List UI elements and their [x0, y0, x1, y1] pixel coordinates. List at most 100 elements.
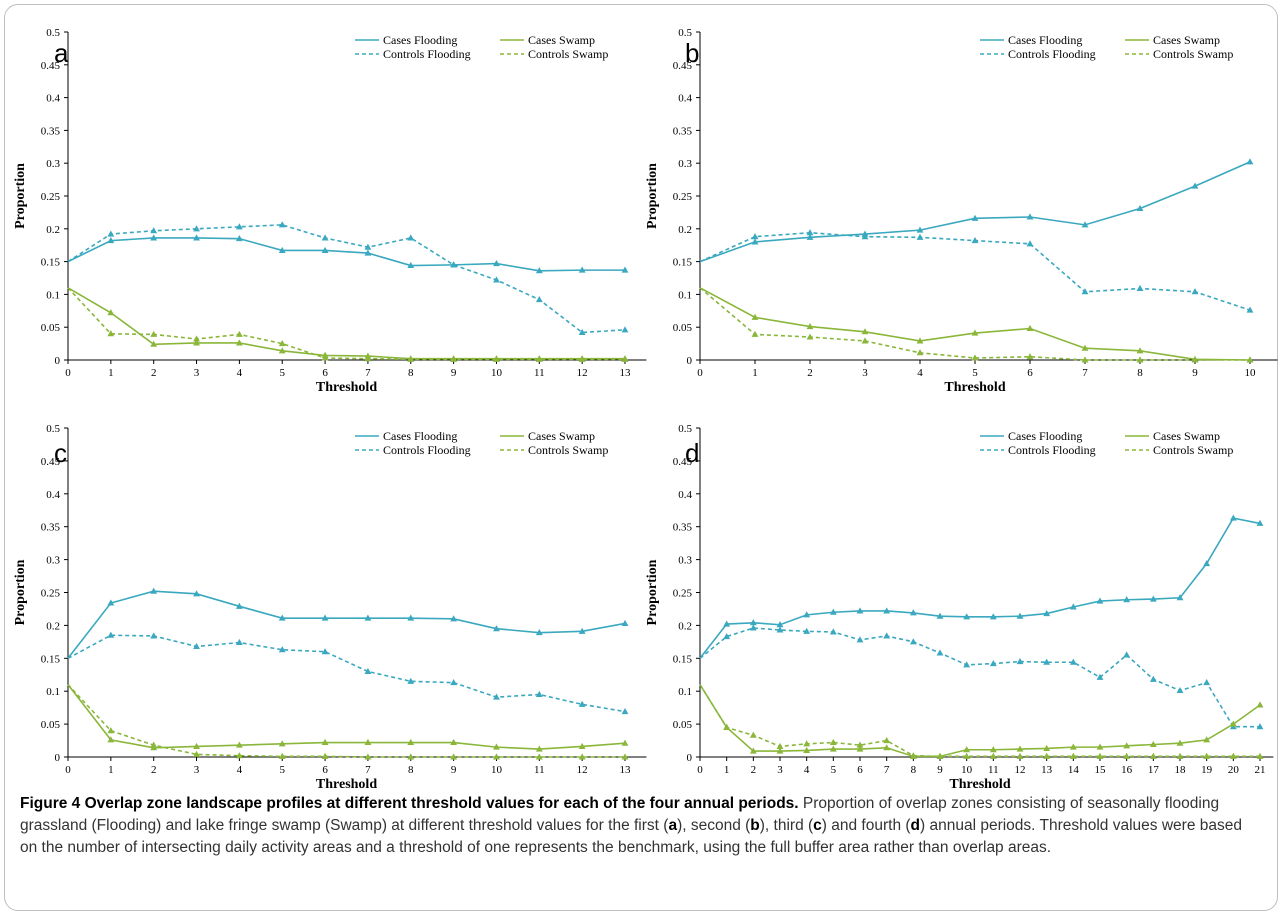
data-point	[1016, 745, 1024, 752]
legend-label: Controls Flooding	[1008, 47, 1096, 61]
data-point	[806, 233, 814, 240]
legend-label: Controls Swamp	[1153, 47, 1233, 61]
series-line	[67, 237, 625, 272]
data-point	[150, 587, 158, 594]
data-point	[883, 632, 891, 639]
y-tick-label: 0.2	[46, 620, 60, 632]
y-axis-title: Proportion	[645, 163, 660, 229]
y-axis-title: Proportion	[13, 163, 28, 229]
y-tick-label: 0.35	[673, 522, 693, 534]
data-point	[856, 636, 864, 643]
data-point	[806, 229, 814, 236]
series-line	[699, 287, 1250, 361]
panel-letter-b: b	[685, 38, 699, 68]
y-tick-label: 0.25	[673, 191, 693, 203]
data-point	[1081, 288, 1089, 295]
data-point	[107, 631, 115, 638]
data-point	[883, 736, 891, 744]
x-tick-label: 2	[151, 764, 157, 776]
y-axis-title: Proportion	[13, 559, 28, 625]
data-point	[450, 753, 458, 760]
data-point	[535, 267, 543, 274]
data-point	[535, 745, 543, 752]
data-point	[1136, 356, 1144, 363]
data-point	[535, 296, 543, 303]
y-tick-label: 0.45	[673, 456, 693, 468]
data-point	[1096, 673, 1104, 680]
data-point	[936, 752, 944, 759]
data-point	[963, 661, 971, 668]
data-point	[1123, 596, 1131, 603]
data-point	[235, 223, 243, 230]
data-point	[278, 646, 286, 653]
data-point	[803, 611, 811, 618]
data-point	[751, 330, 759, 337]
y-tick-label: 0.45	[673, 60, 693, 72]
y-tick-label: 0.45	[41, 60, 61, 72]
data-point	[1081, 344, 1089, 351]
data-point	[364, 355, 372, 362]
x-tick-label: 12	[577, 367, 588, 379]
series-line	[699, 684, 1261, 758]
y-tick-label: 0	[55, 752, 61, 764]
data-point	[107, 309, 115, 316]
y-tick-label: 0.2	[46, 224, 60, 236]
series-line	[67, 287, 625, 360]
data-point	[407, 614, 415, 621]
data-point	[1016, 657, 1024, 665]
data-point	[1191, 182, 1199, 189]
data-point	[751, 238, 759, 245]
data-point	[621, 753, 629, 760]
data-point	[407, 753, 415, 760]
data-point	[1176, 686, 1184, 694]
y-tick-label: 0.5	[678, 27, 692, 39]
y-tick-label: 0.4	[46, 93, 60, 105]
x-tick-label: 2	[807, 367, 813, 379]
legend-label: Controls Swamp	[528, 47, 608, 61]
data-point	[1043, 609, 1051, 617]
x-tick-label: 4	[804, 764, 810, 776]
series-line	[699, 517, 1261, 659]
data-point	[971, 354, 979, 361]
x-tick-label: 16	[1121, 764, 1133, 776]
data-point	[916, 349, 924, 356]
data-point	[936, 649, 944, 656]
data-point	[1191, 356, 1199, 363]
x-tick-label: 6	[322, 764, 328, 776]
data-point	[193, 750, 200, 757]
data-point	[971, 329, 979, 336]
x-tick-label: 11	[534, 367, 545, 379]
chart-panel-b: 0 0.05 0.1 0.15 0.2 0.25 0.3 0.35 0.4 0.45 0.5 0 1 2 3…	[645, 27, 1278, 395]
data-point	[803, 740, 811, 747]
data-point	[883, 744, 891, 751]
series-line	[699, 287, 1251, 361]
data-point	[971, 237, 979, 244]
legend-label: Controls Swamp	[528, 443, 608, 457]
data-point	[150, 330, 158, 337]
x-tick-label: 0	[65, 764, 71, 776]
data-point	[723, 723, 731, 730]
data-point	[450, 738, 458, 746]
x-tick-label: 11	[988, 764, 999, 776]
data-point	[107, 736, 115, 743]
series-line	[699, 161, 1251, 263]
data-point	[1096, 752, 1104, 759]
data-point	[1256, 519, 1264, 526]
figure-caption: Figure 4 Overlap zone landscape profiles…	[20, 793, 1260, 859]
data-point	[321, 246, 329, 253]
data-point	[407, 261, 415, 269]
data-point	[578, 742, 586, 749]
data-point	[107, 237, 115, 244]
data-point	[909, 609, 917, 616]
legend-label: Cases Flooding	[383, 33, 457, 47]
data-point	[235, 339, 243, 346]
x-tick-label: 13	[620, 367, 632, 379]
y-tick-label: 0.3	[678, 158, 692, 170]
figure-charts: 00.050.10.150.20.250.30.350.40.450.50 1 2 3…	[13, 27, 1278, 790]
data-point	[193, 339, 200, 346]
x-tick-label: 1	[108, 367, 114, 379]
caption-text-2: ), second (	[677, 817, 751, 834]
y-tick-label: 0.25	[673, 588, 693, 600]
x-tick-label: 6	[1027, 367, 1033, 379]
legend-label: Cases Flooding	[1008, 33, 1082, 47]
